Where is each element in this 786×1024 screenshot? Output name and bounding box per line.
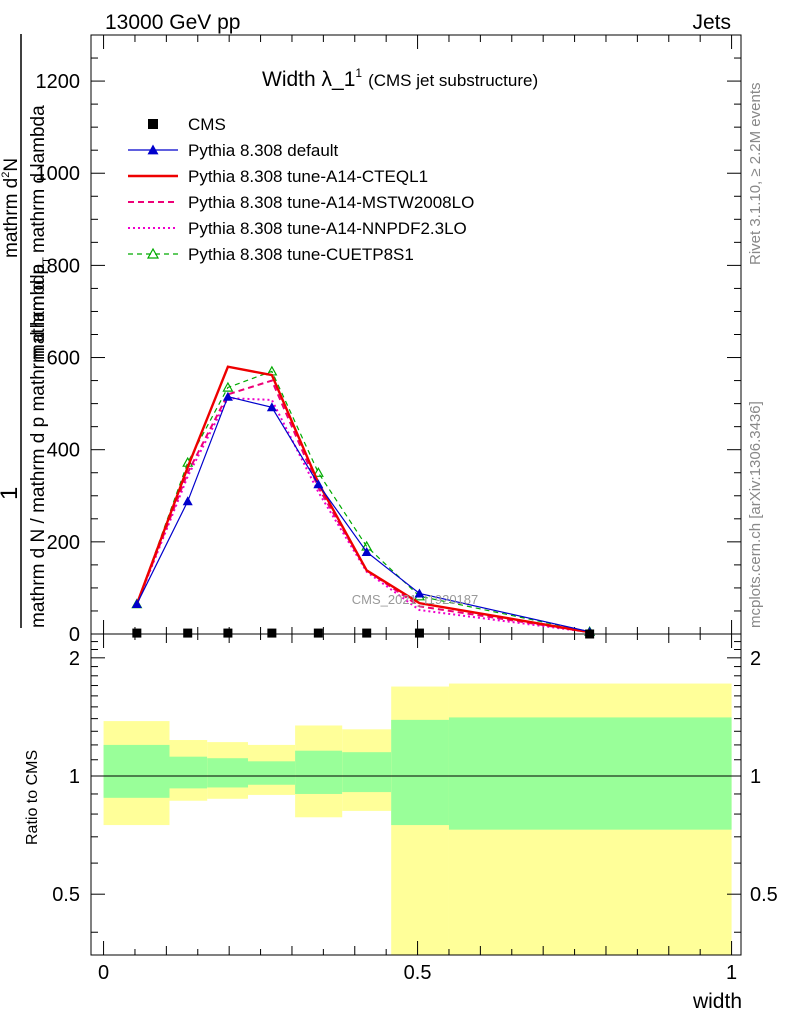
y-axis-label-numerator: 1 — [0, 487, 23, 500]
data-point — [313, 628, 323, 638]
main-frame: 0 200 400 600 800 1000 1200 — [36, 34, 742, 646]
legend-label: Pythia 8.308 tune-A14-NNPDF2.3LO — [188, 219, 467, 238]
data-point — [585, 629, 595, 639]
ratio-band-inner — [391, 719, 449, 826]
legend-label: Pythia 8.308 tune-A14-CTEQL1 — [188, 167, 428, 186]
ratio-y-tick-label-right: 2 — [750, 648, 761, 670]
ratio-y-tick-label-left: 0.5 — [52, 884, 80, 906]
y-tick-label: 600 — [47, 348, 80, 370]
watermark: CMS_2021_I1920187 — [352, 592, 479, 607]
plot-title-sub: (CMS jet substructure) — [368, 71, 538, 90]
ratio-y-tick-label-right: 1 — [750, 766, 761, 788]
ratio-band-inner — [169, 756, 208, 789]
legend-marker — [147, 144, 159, 155]
x-tick-label: 0.5 — [404, 962, 432, 984]
ratio-band-inner — [295, 750, 343, 794]
data-point — [132, 628, 142, 638]
y-axis-label-ratio: Ratio to CMS — [24, 750, 41, 845]
ratio-y-tick-label-left: 1 — [69, 766, 80, 788]
y-tick-label: 1200 — [36, 71, 81, 93]
legend-marker — [148, 119, 158, 129]
data-point — [313, 479, 324, 489]
header-left: 13000 GeV pp — [105, 11, 240, 34]
y-tick-label: 200 — [47, 532, 80, 554]
ratio-y-tick-label-right: 0.5 — [750, 884, 778, 906]
ratio-band-inner — [448, 717, 732, 830]
series-line — [135, 365, 590, 634]
plot-title-superscript: 1 — [355, 66, 362, 80]
legend-label: Pythia 8.308 tune-CUETP8S1 — [188, 245, 414, 264]
side-label-mcplots: mcplots.cern.ch [arXiv:1306.3436] — [747, 401, 764, 628]
data-point — [362, 628, 372, 638]
plot-title-main: Width λ_1 — [262, 68, 355, 91]
ratio-band-inner — [342, 752, 392, 793]
data-point — [414, 628, 424, 638]
data-point — [267, 628, 277, 638]
header-right: Jets — [692, 11, 731, 34]
legend-label: CMS — [188, 115, 226, 134]
y-axis-label-right-num: mathrm d2N — [0, 158, 22, 258]
x-tick-label: 1 — [726, 962, 737, 984]
legend: CMS Pythia 8.308 default Pythia 8.308 tune… — [128, 115, 474, 264]
y-axis-label-right-den: mathrm d pTmathrm d lambda — [28, 105, 53, 360]
data-series — [131, 365, 596, 639]
ratio-bands — [103, 683, 732, 955]
data-point — [183, 628, 193, 638]
data-point — [131, 599, 142, 609]
side-label-rivet: Rivet 3.1.10, ≥ 2.2M events — [747, 83, 764, 266]
x-axis-label: width — [692, 990, 742, 1013]
legend-label: Pythia 8.308 tune-A14-MSTW2008LO — [188, 193, 474, 212]
legend-label: Pythia 8.308 default — [188, 141, 339, 160]
ratio-band-inner — [248, 761, 296, 785]
y-tick-label: 1000 — [36, 163, 81, 185]
data-point — [222, 381, 234, 392]
ratio-y-tick-label-left: 2 — [69, 648, 80, 670]
series-line — [136, 395, 590, 633]
data-point — [414, 588, 425, 598]
ratio-band-inner — [103, 744, 170, 798]
y-tick-label: 800 — [47, 255, 80, 277]
data-point — [223, 628, 233, 638]
data-point — [222, 391, 233, 401]
series-line — [135, 379, 590, 634]
data-point — [312, 466, 324, 477]
data-point — [182, 496, 193, 506]
x-tick-label: 0 — [98, 962, 109, 984]
data-point — [266, 402, 277, 412]
data-point — [361, 546, 372, 556]
y-axis-label-main: 1 mathrm d N / mathrm d p mathrm d lambd… — [0, 34, 53, 628]
y-tick-label: 400 — [47, 440, 80, 462]
plot-title: Width λ_11 (CMS jet substructure) — [262, 66, 538, 91]
ratio-band-inner — [207, 758, 249, 788]
y-axis-label-denominator: mathrm d N / mathrm d p mathrm d lambda — [28, 263, 49, 628]
legend-marker — [146, 247, 160, 259]
y-tick-label: 0 — [69, 624, 80, 646]
